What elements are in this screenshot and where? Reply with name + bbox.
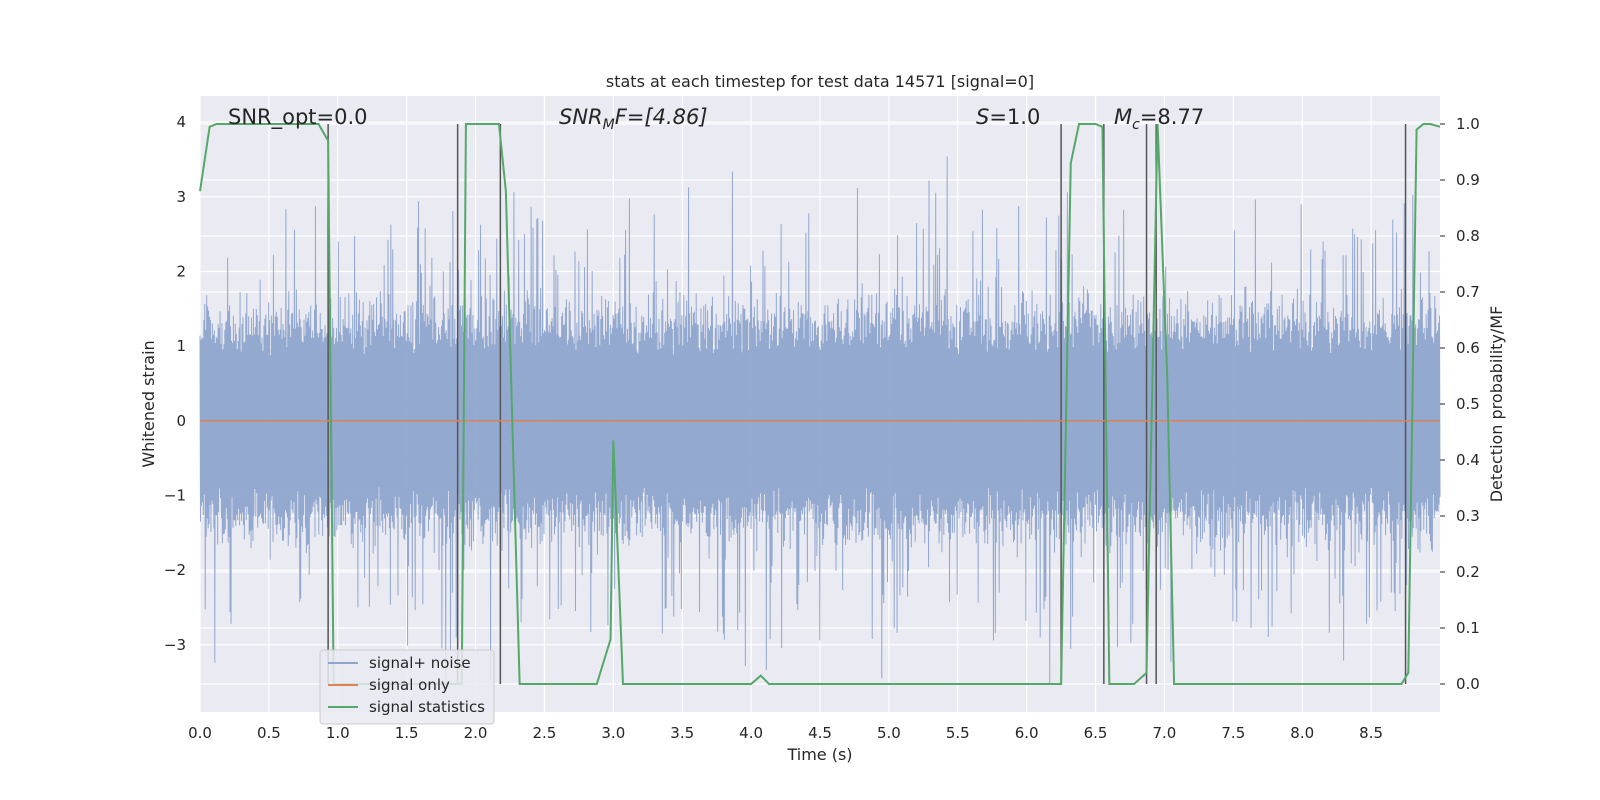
x-tick-label: 4.0 — [739, 724, 763, 742]
x-tick-label: 5.5 — [946, 724, 970, 742]
y-tick-label: −2 — [164, 561, 186, 579]
x-tick-label: 8.0 — [1290, 724, 1314, 742]
y-tick-label: −1 — [164, 486, 186, 504]
y-right-tick-label: 0.0 — [1456, 675, 1480, 693]
x-tick-label: 0.0 — [188, 724, 212, 742]
x-tick-label: 4.5 — [808, 724, 832, 742]
annotation-s: S=1.0 — [976, 105, 1040, 129]
x-tick-label: 3.5 — [670, 724, 694, 742]
y-tick-label: 0 — [176, 412, 186, 430]
y-right-tick-label: 0.4 — [1456, 451, 1480, 469]
x-tick-label: 2.0 — [464, 724, 488, 742]
x-tick-label: 7.0 — [1153, 724, 1177, 742]
chart-title: stats at each timestep for test data 145… — [606, 72, 1034, 91]
x-tick-label: 8.5 — [1359, 724, 1383, 742]
signal-noise-series — [199, 156, 1441, 686]
y-right-tick-label: 1.0 — [1456, 115, 1480, 133]
y-axis-label: Whitened strain — [139, 340, 158, 467]
y-right-tick-label: 0.6 — [1456, 339, 1480, 357]
y-tick-labels: 4 3 2 1 0 −1 −2 −3 — [164, 113, 186, 654]
y-right-tick-label: 0.3 — [1456, 507, 1480, 525]
y-tick-label: −3 — [164, 636, 186, 654]
x-tick-labels: 0.0 0.5 1.0 1.5 2.0 2.5 3.0 3.5 4.0 4.5 5.0 5.5 6.0 6… — [188, 724, 1383, 742]
y-right-tick-label: 0.9 — [1456, 171, 1480, 189]
annotation-snr-mf: SNRMF=[4.86] — [559, 105, 708, 133]
y-right-tick-label: 0.8 — [1456, 227, 1480, 245]
y-right-axis-label: Detection probability/MF — [1487, 306, 1506, 503]
x-tick-label: 3.0 — [601, 724, 625, 742]
x-tick-label: 0.5 — [257, 724, 281, 742]
series-layer — [199, 123, 1441, 685]
y-tick-label: 1 — [176, 337, 186, 355]
x-axis-label: Time (s) — [786, 745, 852, 764]
y-tick-label: 2 — [176, 262, 186, 280]
y-right-tick-label: 0.7 — [1456, 283, 1480, 301]
legend-label-signal-noise: signal+ noise — [369, 654, 471, 672]
x-tick-label: 2.5 — [533, 724, 557, 742]
y-tick-label: 4 — [176, 113, 186, 131]
x-tick-label: 6.5 — [1084, 724, 1108, 742]
x-tick-label: 5.0 — [877, 724, 901, 742]
x-tick-label: 1.0 — [326, 724, 350, 742]
signal-noise-line — [199, 156, 1441, 686]
x-tick-label: 6.0 — [1015, 724, 1039, 742]
x-tick-label: 7.5 — [1221, 724, 1245, 742]
legend-box — [319, 649, 495, 725]
vertical-markers — [327, 124, 1407, 684]
legend-label-signal-statistics: signal statistics — [369, 698, 485, 716]
y-right-tick-label: 0.5 — [1456, 395, 1480, 413]
y-tick-label: 3 — [176, 188, 186, 206]
signal-statistics-line — [199, 123, 1441, 685]
legend-label-signal-only: signal only — [369, 676, 450, 694]
y-right-tick-label: 0.2 — [1456, 563, 1480, 581]
y-right-tick-labels: 1.0 0.9 0.8 0.7 0.6 0.5 0.4 0.3 0.2 0.1 0.0 — [1440, 115, 1480, 693]
y-right-tick-label: 0.1 — [1456, 619, 1480, 637]
x-tick-label: 1.5 — [395, 724, 419, 742]
legend: signal+ noise signal only signal statist… — [319, 649, 495, 725]
annotation-mc: Mc=8.77 — [1114, 105, 1204, 133]
annotation-snr-opt: SNR_opt=0.0 — [228, 105, 368, 130]
